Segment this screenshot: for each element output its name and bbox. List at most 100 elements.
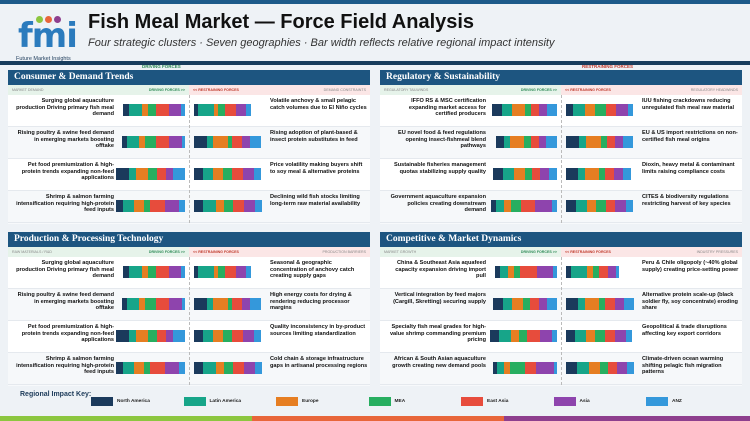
bar-segment-europe <box>216 362 225 374</box>
bar-segment-mea <box>218 266 226 278</box>
bar-segment-latin-america <box>571 266 587 278</box>
restraining-force-text: Quality inconsistency in by-product sour… <box>270 324 366 337</box>
bar-segment-europe <box>509 136 525 148</box>
bar-segment-north-america <box>194 200 204 212</box>
bar-segment-north-america <box>490 200 497 212</box>
bar-segment-east-asia <box>232 200 245 212</box>
driving-force-text: Pet food premiumization & high-protein t… <box>21 162 114 182</box>
restraining-impact-bar <box>194 136 262 148</box>
bar-segment-latin-america <box>503 298 512 310</box>
bar-segment-europe <box>586 200 597 212</box>
bar-segment-asia <box>534 200 552 212</box>
driving-force-text: Pet food premiumization & high-protein t… <box>21 324 114 344</box>
legend-item: MEA <box>368 397 406 406</box>
center-divider <box>189 257 190 385</box>
driving-force-text: Rising poultry & swine feed demand in em… <box>17 292 114 312</box>
bar-segment-mea <box>145 298 156 310</box>
restraining-impact-bar <box>566 362 635 374</box>
legend-label: ANZ <box>672 399 682 404</box>
legend-item: ANZ <box>646 397 682 406</box>
bar-segment-latin-america <box>198 266 214 278</box>
left-tag: REGULATORY TAILWINDS <box>384 88 429 92</box>
bar-segment-north-america <box>194 330 204 342</box>
bar-segment-east-asia <box>155 136 170 148</box>
bar-segment-europe <box>138 298 146 310</box>
bar-segment-mea <box>510 200 522 212</box>
bar-segment-north-america <box>566 298 578 310</box>
bar-segment-north-america <box>194 136 207 148</box>
restraining-impact-bar <box>566 298 635 310</box>
bar-segment-latin-america <box>198 104 214 116</box>
driving-force-text: Surging global aquaculture production Dr… <box>16 260 114 280</box>
bar-segment-europe <box>584 298 599 310</box>
driving-impact-bar <box>115 330 185 342</box>
center-divider <box>189 95 190 223</box>
bar-segment-mea <box>600 136 607 148</box>
center-divider <box>561 257 562 385</box>
legend-swatch <box>553 397 576 406</box>
bar-segment-mea <box>509 362 526 374</box>
legend-item: Europe <box>276 397 319 406</box>
restraining-impact-bar <box>194 330 262 342</box>
bar-segment-east-asia <box>155 104 170 116</box>
bar-segment-anz <box>254 200 263 212</box>
right-tag: INDUSTRY PRESSURES <box>696 250 738 254</box>
bar-segment-anz <box>181 298 185 310</box>
right-tag: PRODUCTION BARRIERS <box>322 250 366 254</box>
bar-segment-mea <box>144 362 151 374</box>
restraining-force-text: Seasonal & geographic concentration of a… <box>270 260 355 280</box>
driving-impact-bar <box>489 330 557 342</box>
bar-segment-anz <box>546 136 557 148</box>
legend-label: MEA <box>394 399 406 404</box>
driving-impact-bar <box>115 200 185 212</box>
restraining-force-text: Geopolitical & trade disruptions affecti… <box>642 324 727 337</box>
bar-segment-north-america <box>122 298 128 310</box>
bar-segment-north-america <box>115 362 124 374</box>
bar-segment-east-asia <box>521 200 535 212</box>
restraining-force-text: Volatile anchovy & small pelagic catch v… <box>270 98 367 111</box>
bar-segment-europe <box>138 136 146 148</box>
bar-segment-europe <box>133 200 144 212</box>
panel-title: Production & Processing Technology <box>8 232 370 247</box>
bar-segment-latin-america <box>496 200 505 212</box>
bar-segment-mea <box>148 168 157 180</box>
bar-segment-east-asia <box>604 168 615 180</box>
bar-segment-north-america <box>123 266 130 278</box>
bar-segment-europe <box>589 362 600 374</box>
bar-segment-europe <box>586 266 594 278</box>
bar-segment-anz <box>625 200 634 212</box>
bar-segment-anz <box>547 104 557 116</box>
bar-segment-asia <box>169 136 182 148</box>
bar-segment-asia <box>539 136 547 148</box>
bar-segment-europe <box>135 330 149 342</box>
bar-segment-east-asia <box>606 136 616 148</box>
restraining-force-text: Price volatility making buyers shift to … <box>270 162 363 175</box>
bar-segment-mea <box>223 330 232 342</box>
bar-segment-east-asia <box>231 330 244 342</box>
driving-impact-bar <box>115 168 185 180</box>
restraining-impact-bar <box>566 136 634 148</box>
bar-segment-east-asia <box>155 266 170 278</box>
driving-impact-bar <box>490 200 557 212</box>
bar-segment-mea <box>148 266 156 278</box>
bar-segment-europe <box>504 362 510 374</box>
bar-segment-north-america <box>566 362 577 374</box>
bar-segment-anz <box>627 104 634 116</box>
bar-segment-anz <box>178 362 185 374</box>
legend-item: Latin America <box>183 397 241 406</box>
bar-segment-mea <box>513 266 521 278</box>
bar-segment-mea <box>148 330 157 342</box>
bar-segment-europe <box>511 298 524 310</box>
bar-segment-north-america <box>566 104 574 116</box>
bar-segment-europe <box>213 266 219 278</box>
bar-segment-latin-america <box>500 266 508 278</box>
center-divider <box>561 95 562 223</box>
bar-segment-europe <box>507 266 514 278</box>
bar-segment-asia <box>607 266 617 278</box>
bar-segment-asia <box>166 168 174 180</box>
bar-segment-mea <box>218 104 226 116</box>
bar-segment-east-asia <box>530 104 540 116</box>
bar-segment-europe <box>504 200 511 212</box>
bar-segment-mea <box>223 168 232 180</box>
restraining-force-text: Rising adoption of plant-based & insect … <box>270 130 358 143</box>
